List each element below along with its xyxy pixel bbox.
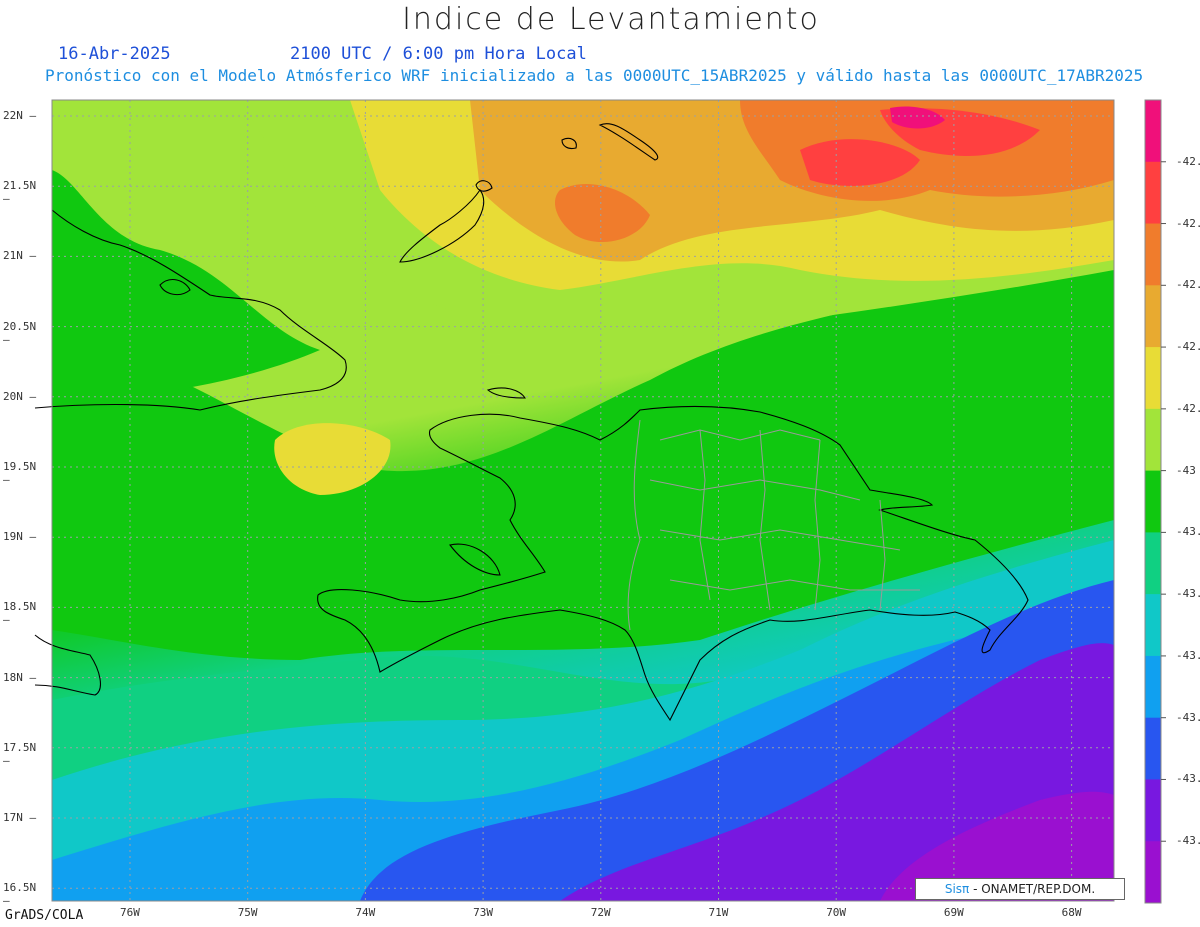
longitude-label: 68W — [1061, 906, 1082, 919]
latitude-label: 17N — — [3, 811, 37, 824]
colorbar-swatch — [1145, 841, 1161, 904]
latitude-label: 18N — — [3, 670, 37, 684]
province-borders — [627, 419, 920, 631]
colorbar-tick-label: -43 — [1176, 463, 1196, 477]
latitude-label: 18.5N — — [3, 600, 37, 627]
grads-credit: GrADS/COLA — [5, 908, 84, 923]
colorbar-swatch — [1145, 347, 1161, 410]
longitude-label: 74W — [355, 906, 376, 919]
colorbar-tick-label: -42.6 — [1176, 216, 1200, 230]
colorbar-swatch — [1145, 285, 1161, 348]
colorbar-frame — [1144, 99, 1162, 904]
logo-brand: Sisπ — [944, 882, 970, 896]
colorbar-swatch — [1145, 594, 1161, 657]
forecast-time: 2100 UTC / 6:00 pm Hora Local — [290, 44, 587, 64]
latitude-label: 21.5N — — [3, 179, 37, 206]
colorbar-tick-label: -42.9 — [1176, 401, 1200, 415]
colorbar-swatch — [1145, 408, 1161, 472]
model-subtitle: Pronóstico con el Modelo Atmósferico WRF… — [45, 66, 1144, 85]
plot-frame — [51, 99, 1115, 902]
longitude-label: 71W — [708, 906, 729, 919]
latitude-label: 20.5N — — [3, 319, 37, 346]
colorbar-swatch — [1145, 223, 1161, 286]
forecast-date: 16-Abr-2025 — [58, 44, 171, 64]
colorbar-swatch — [1145, 470, 1161, 533]
longitude-label: 73W — [473, 906, 493, 919]
colorbar — [1144, 99, 1166, 904]
longitude-label: 76W — [120, 906, 140, 919]
colorbar-swatch — [1145, 655, 1161, 719]
onamet-logo: Sisπ - ONAMET/REP.DOM. — [915, 878, 1125, 900]
colorbar-tick-label: -43.5 — [1176, 772, 1200, 786]
colorbar-tick-label: -43.2 — [1176, 587, 1200, 601]
latitude-label: 20N — — [3, 389, 37, 403]
colorbar-tick-label: -43.6 — [1176, 834, 1200, 848]
colorbar-swatch — [1145, 779, 1161, 842]
map-title: Indice de Levantamiento — [402, 2, 820, 37]
logo-text: - ONAMET/REP.DOM. — [969, 882, 1096, 896]
colorbar-swatch — [1145, 100, 1161, 163]
grid-lines — [52, 100, 1114, 901]
colorbar-tick-label: -42.8 — [1176, 340, 1200, 354]
latitude-label: 22N — — [3, 109, 37, 122]
latitude-label: 21N — — [3, 249, 37, 263]
colorbar-swatch — [1145, 161, 1161, 225]
longitude-label: 72W — [590, 906, 611, 919]
longitude-label: 75W — [237, 906, 258, 919]
longitude-label: 69W — [943, 906, 964, 919]
latitude-label: 19N — — [3, 530, 37, 544]
colorbar-tick-label: -43.4 — [1176, 710, 1200, 724]
latitude-label: 17.5N — — [3, 740, 37, 767]
coastlines — [34, 123, 1029, 722]
colorbar-swatch — [1145, 532, 1161, 595]
color-field — [52, 100, 1114, 901]
colorbar-tick-label: -43.3 — [1176, 648, 1200, 662]
longitude-label: 70W — [826, 906, 847, 919]
colorbar-tick-label: -43.1 — [1176, 525, 1200, 539]
colorbar-swatch — [1145, 717, 1161, 780]
colorbar-tick-label: -42.7 — [1176, 278, 1200, 292]
colorbar-tick-label: -42.5 — [1176, 154, 1200, 168]
latitude-label: 16.5N — — [3, 881, 37, 908]
latitude-label: 19.5N — — [3, 460, 37, 486]
